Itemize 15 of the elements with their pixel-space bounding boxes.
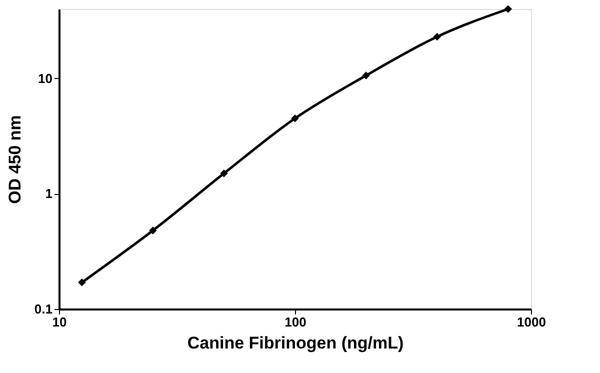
x-tick-label: 10 xyxy=(52,314,67,330)
x-tick-label: 1000 xyxy=(517,314,546,330)
y-tick-label: 0.1 xyxy=(34,302,52,316)
point xyxy=(291,114,299,122)
x-tick-label: 100 xyxy=(284,314,306,330)
point xyxy=(433,32,441,41)
point xyxy=(504,5,512,13)
point xyxy=(149,226,157,234)
point xyxy=(78,278,86,286)
y-tick-label: 1 xyxy=(45,186,52,202)
y-tick-label: 10 xyxy=(38,70,52,86)
point xyxy=(220,170,228,178)
point xyxy=(362,72,370,80)
y-axis-title: OD 450 nm xyxy=(5,115,24,204)
x-axis-title: Canine Fibrinogen (ng/mL) xyxy=(187,334,404,352)
